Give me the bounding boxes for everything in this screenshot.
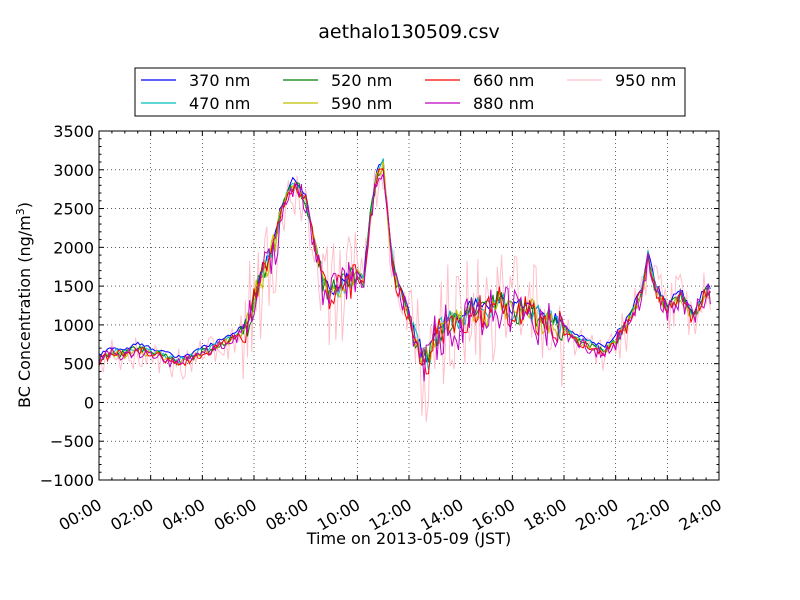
chart-title: aethalo130509.csv bbox=[318, 21, 500, 43]
x-tick-label: 18:00 bbox=[521, 495, 570, 535]
y-tick-label: 3500 bbox=[53, 122, 94, 141]
series-line-370-nm bbox=[98, 158, 711, 364]
series-line-950-nm bbox=[98, 170, 711, 422]
y-axis-label-main: BC Concentration (ng/m bbox=[15, 215, 34, 408]
y-axis-label-end: ) bbox=[15, 202, 34, 208]
x-tick-label: 24:00 bbox=[676, 495, 725, 535]
legend-frame bbox=[134, 67, 686, 117]
x-tick-label: 20:00 bbox=[572, 495, 621, 535]
ticks bbox=[98, 130, 720, 481]
y-tick-label: 3000 bbox=[53, 161, 94, 180]
y-tick-label: 500 bbox=[63, 355, 94, 374]
y-axis-label: BC Concentration (ng/m3) bbox=[14, 202, 35, 408]
legend-label: 590 nm bbox=[331, 94, 392, 113]
series-layer bbox=[98, 158, 711, 422]
y-tick-label: −1000 bbox=[40, 471, 94, 490]
legend-label: 370 nm bbox=[189, 71, 250, 90]
x-tick-label: 22:00 bbox=[624, 495, 673, 535]
x-tick-label: 00:00 bbox=[56, 495, 105, 535]
x-tick-label: 04:00 bbox=[159, 495, 208, 535]
series-line-660-nm bbox=[98, 168, 711, 375]
legend-label: 470 nm bbox=[189, 94, 250, 113]
y-tick-label: 0 bbox=[84, 393, 94, 412]
x-axis-label: Time on 2013-05-09 (JST) bbox=[306, 529, 511, 548]
y-tick-label: −500 bbox=[50, 432, 94, 451]
x-tick-label: 02:00 bbox=[107, 495, 156, 535]
series-line-880-nm bbox=[98, 173, 711, 382]
y-axis-label-sup: 3 bbox=[14, 208, 27, 215]
legend-label: 950 nm bbox=[615, 71, 676, 90]
x-tick-label: 06:00 bbox=[211, 495, 260, 535]
legend-label: 660 nm bbox=[473, 71, 534, 90]
y-tick-label: 2500 bbox=[53, 200, 94, 219]
y-tick-labels: −1000 −500 0 500 1000 1500 2000 2500 3000 3500 bbox=[40, 122, 94, 490]
legend: 370 nm 470 nm 520 nm 590 nm 660 nm 880 nm 950 … bbox=[134, 67, 686, 117]
x-tick-label: 08:00 bbox=[262, 495, 311, 535]
legend-label: 520 nm bbox=[331, 71, 392, 90]
legend-label: 880 nm bbox=[473, 94, 534, 113]
y-tick-label: 1000 bbox=[53, 316, 94, 335]
y-tick-label: 1500 bbox=[53, 277, 94, 296]
y-tick-label: 2000 bbox=[53, 238, 94, 257]
grid bbox=[99, 131, 719, 480]
